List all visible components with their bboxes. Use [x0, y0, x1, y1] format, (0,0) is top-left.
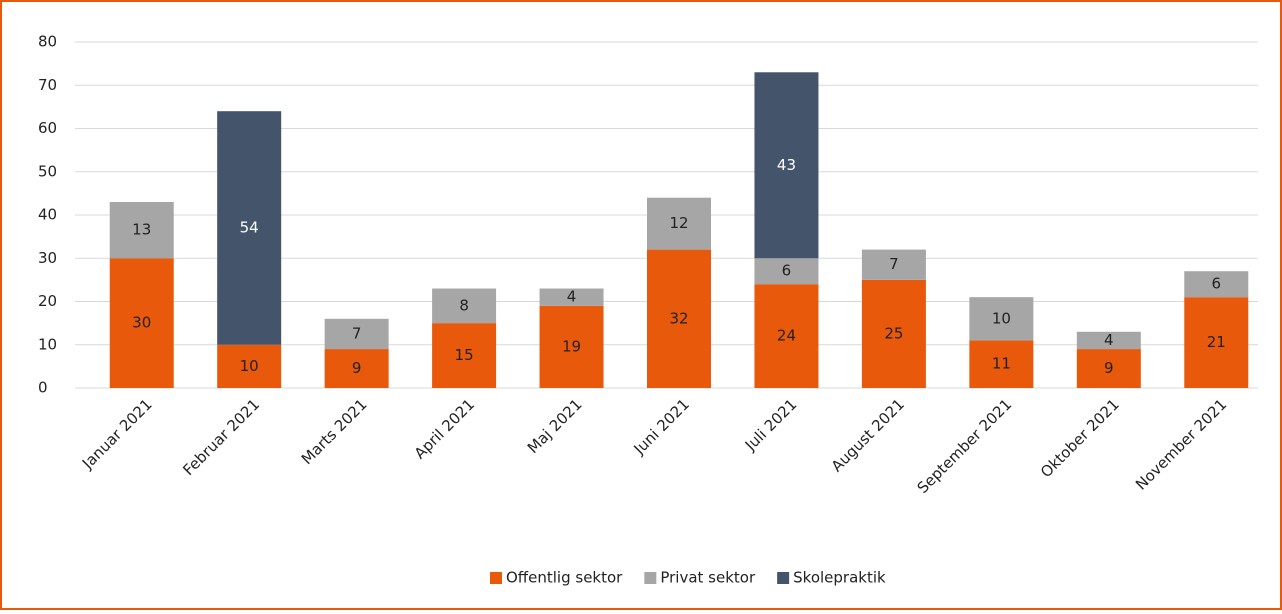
bar-segment: [432, 323, 497, 388]
y-tick-label: 40: [38, 206, 57, 224]
y-tick-label: 60: [38, 119, 57, 137]
bar-segment: [539, 305, 604, 388]
legend-swatch: [644, 572, 657, 584]
legend-label: Offentlig sektor: [506, 569, 623, 587]
data-label: 7: [889, 255, 899, 273]
data-label: 8: [459, 296, 469, 314]
y-tick-label: 50: [38, 162, 57, 180]
legend-label: Skolepraktik: [793, 569, 886, 587]
bar-segment: [754, 284, 819, 388]
data-label: 30: [132, 314, 151, 332]
bar-segment: [754, 258, 819, 285]
bar-segment: [647, 197, 711, 250]
y-tick-label: 10: [38, 335, 57, 353]
bar-segment: [754, 72, 819, 259]
data-label: 21: [1207, 333, 1226, 351]
data-label: 6: [782, 262, 792, 280]
bar-segment: [969, 297, 1034, 341]
data-label: 43: [777, 156, 796, 174]
bar-segment: [217, 111, 282, 345]
legend-swatch: [777, 572, 790, 584]
y-tick-label: 80: [38, 33, 57, 51]
bar-segment: [109, 202, 174, 259]
bar-segment: [539, 288, 604, 306]
data-label: 9: [1104, 359, 1114, 377]
y-tick-label: 70: [38, 76, 57, 94]
bar-segment: [647, 249, 711, 388]
bar-segment: [324, 318, 389, 350]
data-label: 12: [669, 214, 688, 232]
y-tick-label: 30: [38, 249, 57, 267]
data-label: 4: [567, 288, 577, 306]
data-label: 7: [352, 324, 362, 342]
y-tick-label: 20: [38, 292, 57, 310]
data-label: 6: [1211, 275, 1221, 293]
data-label: 10: [992, 309, 1011, 327]
data-label: 9: [352, 359, 362, 377]
bar-segment: [432, 288, 497, 324]
bar-segment: [861, 249, 926, 280]
bar-segment: [1184, 297, 1249, 388]
data-label: 24: [777, 327, 796, 345]
data-label: 25: [884, 324, 903, 342]
bar-segment: [109, 258, 174, 388]
legend-label: Privat sektor: [660, 569, 756, 587]
bar-segment: [1076, 349, 1141, 388]
data-label: 19: [562, 337, 581, 355]
bar-segment: [969, 340, 1034, 388]
data-label: 32: [669, 309, 688, 327]
data-label: 15: [455, 346, 474, 364]
data-label: 13: [132, 221, 151, 239]
bar-segment: [324, 349, 389, 388]
bar-segment: [861, 279, 926, 388]
bar-segment: [1076, 331, 1141, 350]
y-tick-label: 0: [38, 379, 48, 397]
bar-segment: [217, 344, 282, 388]
data-label: 4: [1104, 331, 1114, 349]
data-label: 11: [992, 355, 1011, 373]
data-label: 10: [240, 357, 259, 375]
data-label: 54: [240, 218, 259, 236]
bar-segment: [1184, 271, 1249, 298]
legend-swatch: [490, 572, 502, 584]
